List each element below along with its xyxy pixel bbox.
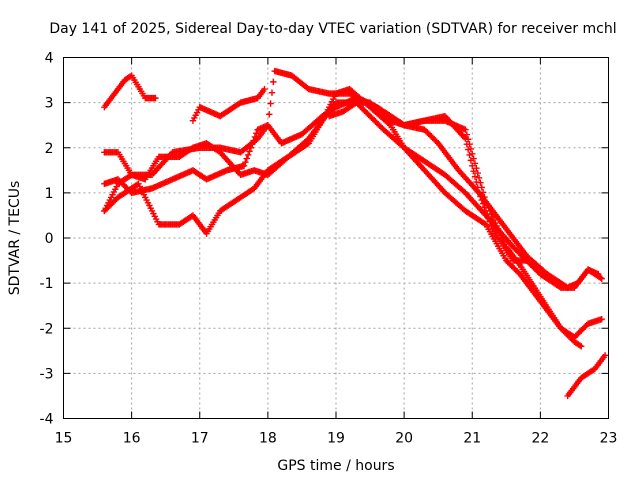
y-tick-label: -3 [40,366,54,382]
data-point [466,151,473,159]
x-tick-label: 21 [463,431,481,447]
x-tick-label: 18 [259,431,277,447]
data-point [474,169,481,177]
data-point [244,151,252,159]
data-point [576,342,584,349]
data-point [470,168,477,175]
data-point [243,155,250,162]
x-tick-label: 20 [395,431,413,447]
plot-frame [63,57,609,419]
data-point [477,193,484,200]
data-point [481,220,488,227]
data-point [246,148,253,155]
data-point [462,126,469,133]
series-s2 [189,85,268,124]
data-point [463,140,470,148]
data-point [268,89,276,96]
data-point [481,204,488,211]
data-point [485,214,492,222]
x-tick-label: 17 [191,431,209,447]
data-point [484,211,491,218]
x-tick-label: 23 [600,431,618,447]
data-point [267,100,274,107]
y-tick-label: 3 [45,96,54,112]
chart-title: Day 141 of 2025, Sidereal Day-to-day VTE… [49,21,616,37]
data-point [469,162,476,169]
x-tick-label: 15 [55,431,73,447]
y-tick-label: -2 [40,321,54,337]
series-s1 [101,72,159,111]
data-point [488,222,495,229]
data-point [482,207,490,215]
data-point [475,174,483,182]
data-point [464,146,472,153]
data-point [253,130,260,137]
y-tick-label: 1 [45,186,54,202]
y-tick-label: 4 [45,51,54,67]
y-tick-label: 2 [45,141,54,157]
data-point [474,184,481,191]
data-point [261,85,268,93]
data-point [523,257,530,264]
y-tick-label: 0 [45,231,54,247]
data-point [478,196,485,204]
data-point [462,135,469,142]
y-tick-label: -1 [40,276,54,292]
data-point [251,133,259,141]
data-point [578,343,585,350]
data-point [597,274,604,281]
x-tick-label: 16 [123,431,141,447]
y-tick-label: -4 [40,412,54,428]
data-point [240,162,248,169]
data-point [486,218,494,225]
data-point [152,94,159,102]
data-point [249,140,256,148]
data-point [479,200,487,207]
data-point [601,352,609,359]
data-point [598,316,605,323]
y-axis-label: SDTVAR / TECUs [7,181,23,296]
data-point [598,275,605,282]
data-series [101,67,609,400]
x-tick-label: 22 [531,431,549,447]
series-s6 [101,85,605,341]
data-point [473,178,480,186]
grid [63,57,609,419]
data-point [242,158,249,166]
data-point [471,173,479,180]
data-point [475,189,483,197]
data-point [247,144,255,151]
x-tick-label: 19 [327,431,345,447]
data-point [250,137,257,144]
data-point [467,157,475,164]
data-point [270,78,277,86]
series-s7 [564,352,609,400]
data-point [266,111,273,118]
x-axis-label: GPS time / hours [277,458,394,474]
series-s8 [325,99,530,264]
